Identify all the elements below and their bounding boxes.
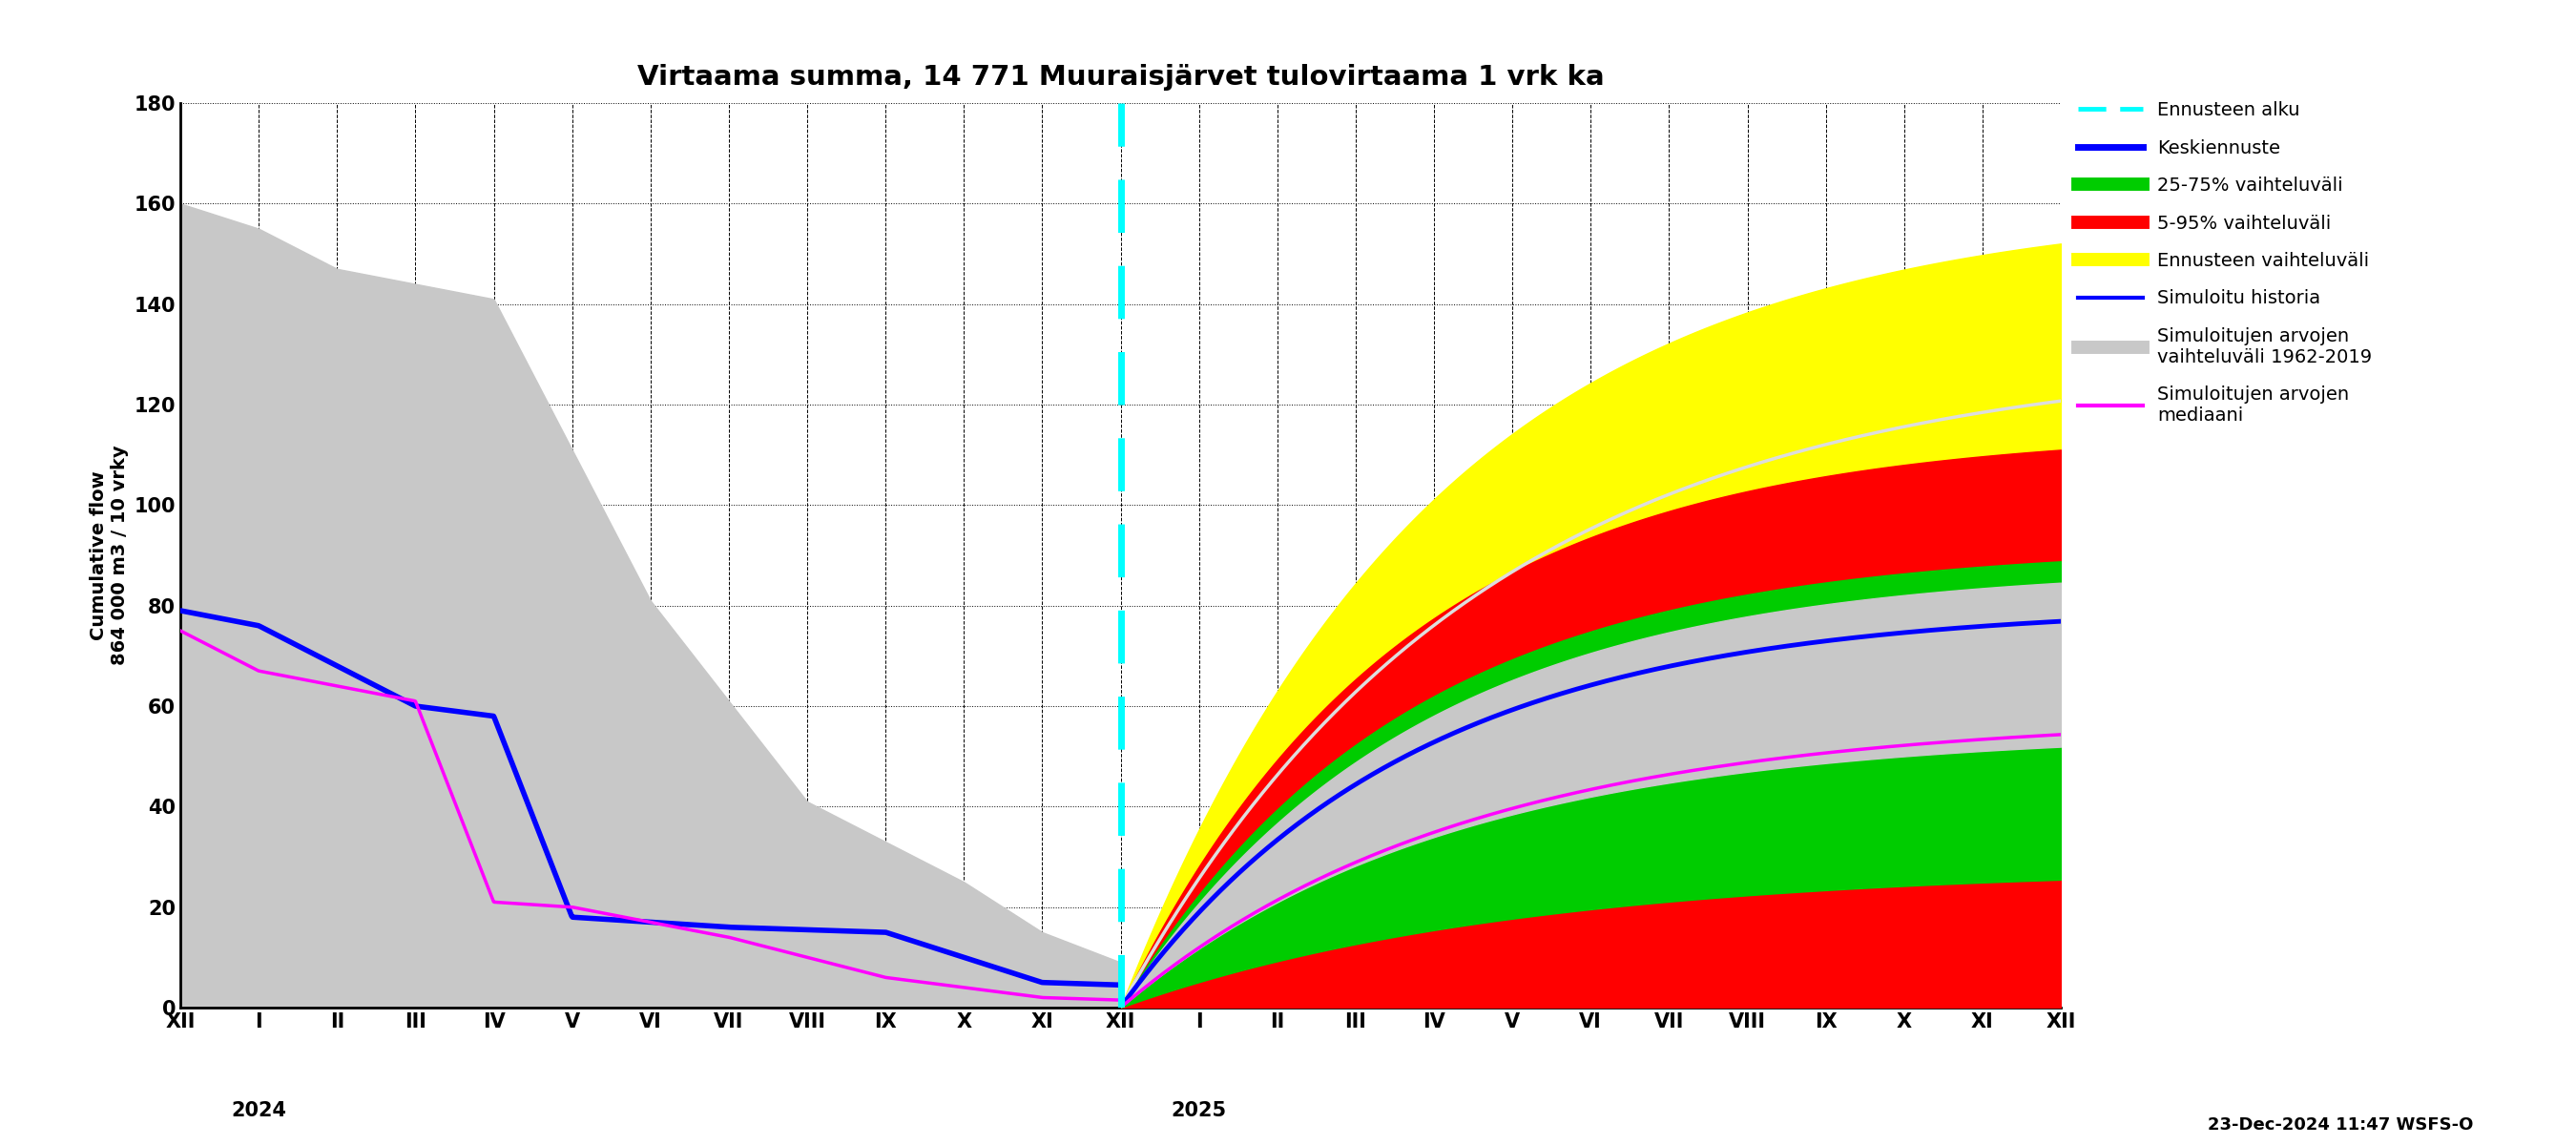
- Text: 23-Dec-2024 11:47 WSFS-O: 23-Dec-2024 11:47 WSFS-O: [2208, 1116, 2473, 1134]
- Legend: Ennusteen alku, Keskiennuste, 25-75% vaihteluväli, 5-95% vaihteluväli, Ennusteen: Ennusteen alku, Keskiennuste, 25-75% vai…: [2071, 94, 2380, 432]
- Title: Virtaama summa, 14 771 Muuraisjärvet tulovirtaama 1 vrk ka: Virtaama summa, 14 771 Muuraisjärvet tul…: [636, 63, 1605, 90]
- Y-axis label: Cumulative flow
864 000 m3 / 10 vrky: Cumulative flow 864 000 m3 / 10 vrky: [90, 445, 129, 665]
- Text: 2025: 2025: [1172, 1100, 1226, 1120]
- Text: 2024: 2024: [232, 1100, 286, 1120]
